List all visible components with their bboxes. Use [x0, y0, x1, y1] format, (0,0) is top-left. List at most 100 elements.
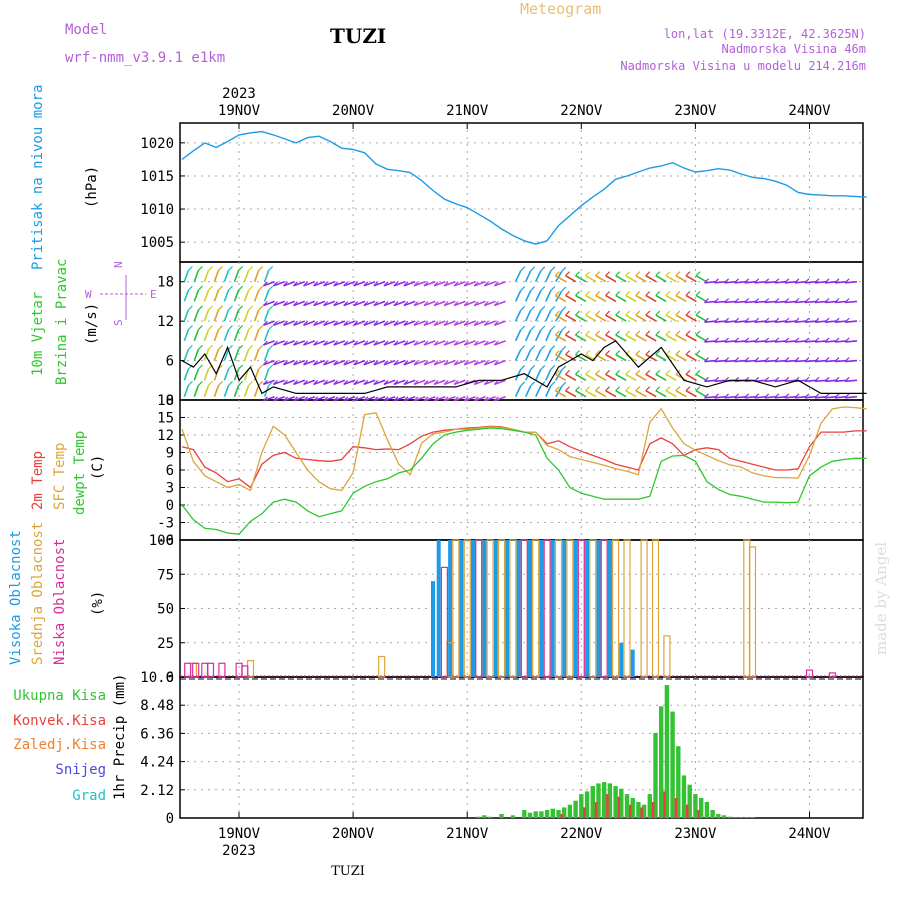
wind-barb: [293, 379, 306, 386]
wind-barb: [675, 353, 687, 362]
wind-barb-flag: [453, 320, 459, 326]
wind-barb: [675, 314, 687, 322]
wind-barb-flag: [463, 320, 469, 326]
wind-barb: [754, 320, 767, 323]
wind-barb: [595, 314, 607, 322]
wind-barb: [453, 379, 466, 386]
ytick-label-pressure-1: 1015: [140, 169, 174, 185]
wind-barb: [253, 270, 260, 282]
wind-barb: [635, 275, 647, 283]
wind-barb-flag: [268, 325, 274, 331]
wind-barb-flag: [187, 325, 193, 331]
ytick-label-wind-3: 0: [166, 393, 174, 409]
wind-barb-flag: [353, 320, 359, 326]
wind-barb: [373, 280, 386, 287]
wind-barb-flag: [824, 357, 830, 363]
wind-barb: [834, 300, 848, 304]
wind-barb: [203, 289, 210, 302]
wind-barb-flag: [814, 278, 820, 284]
wind-barb: [403, 300, 416, 307]
wind-barb-flag: [283, 396, 288, 402]
precip-total-bar: [750, 817, 755, 818]
wind-barb: [545, 270, 552, 283]
wind-barb-flag: [262, 340, 268, 346]
ytick-label-temperature-7: -3: [157, 516, 174, 532]
wind-barb-flag: [323, 320, 329, 326]
wind-barb-flag: [561, 266, 567, 272]
wind-barb: [514, 385, 522, 398]
wind-barb: [545, 309, 552, 322]
wind-barb-flag: [283, 301, 288, 306]
precip-conv-bar: [594, 802, 598, 818]
wind-barb-flag: [824, 393, 830, 399]
wind-barb-flag: [218, 380, 223, 386]
wind-barb-flag: [744, 337, 750, 343]
wind-barb-flag: [834, 317, 840, 323]
wind-barb: [363, 395, 376, 402]
cloud-low-bar: [241, 665, 249, 678]
wind-barb: [534, 290, 542, 302]
cloud-mid-bar: [589, 539, 597, 678]
wind-barb-flag: [353, 396, 359, 402]
wind-barb-flag: [665, 350, 671, 356]
wind-barb-flag: [363, 320, 369, 326]
wind-barb-flag: [228, 265, 233, 271]
wind-barb-flag: [585, 369, 591, 375]
cloud-low-bar: [475, 539, 483, 678]
wind-barb: [403, 379, 416, 386]
wind-barb: [645, 334, 657, 342]
precip-conv-bar: [606, 794, 609, 818]
wind-barb-flag: [343, 281, 349, 287]
wind-barb: [794, 280, 807, 284]
precip-conv-bar: [629, 804, 632, 818]
wind-barb-flag: [844, 376, 850, 382]
wind-barb: [453, 359, 466, 366]
wind-barb: [383, 300, 396, 307]
wind-barb: [645, 390, 657, 398]
wind-barb: [443, 359, 456, 366]
wind-barb: [605, 390, 617, 398]
cloud-mid-bar: [600, 539, 608, 678]
wind-barb: [363, 359, 376, 366]
wind-barb-flag: [228, 344, 233, 350]
wind-barb-flag: [550, 364, 556, 370]
wind-barb: [413, 300, 426, 307]
wind-barb: [724, 320, 737, 323]
wind-barb-flag: [675, 350, 681, 356]
ytick-label-wind-0: 18: [157, 275, 174, 291]
wind-barb: [193, 289, 200, 302]
wind-barb: [484, 340, 496, 346]
ytick-label-temperature-5: 3: [166, 481, 174, 497]
wind-barb: [714, 395, 727, 399]
wind-barb: [353, 359, 366, 366]
wind-barb: [494, 359, 506, 366]
wind-barb-flag: [764, 357, 770, 363]
wind-barb-flag: [453, 340, 459, 346]
wind-barb: [704, 359, 717, 363]
wind-barb-flag: [268, 285, 274, 291]
bottom-day-label-4: 23NOV: [674, 826, 717, 842]
wind-barb-flag: [615, 310, 621, 316]
wind-barb: [293, 320, 306, 326]
wind-barb-flag: [714, 376, 719, 382]
wind-barb: [213, 329, 220, 342]
wind-barb: [373, 379, 386, 386]
cloud-high-bar: [596, 540, 601, 677]
wind-barb-flag: [303, 360, 308, 366]
wind-barb: [784, 300, 797, 304]
pressure-line: [181, 130, 867, 245]
wind-barb: [233, 309, 240, 322]
wind-barb-flag: [714, 337, 719, 343]
wind-barb-flag: [373, 379, 379, 385]
wind-barb: [774, 300, 787, 304]
wind-barb: [845, 395, 858, 399]
wind-barb-flag: [695, 386, 701, 392]
wind-barb: [263, 300, 275, 307]
precip-conv-bar: [640, 807, 643, 818]
wind-barb-flag: [383, 301, 389, 306]
wind-barb: [233, 289, 240, 302]
wind-barb: [303, 359, 316, 366]
wind-barb: [423, 320, 436, 326]
wind-barb: [625, 334, 637, 342]
wind-barb-flag: [403, 360, 409, 366]
